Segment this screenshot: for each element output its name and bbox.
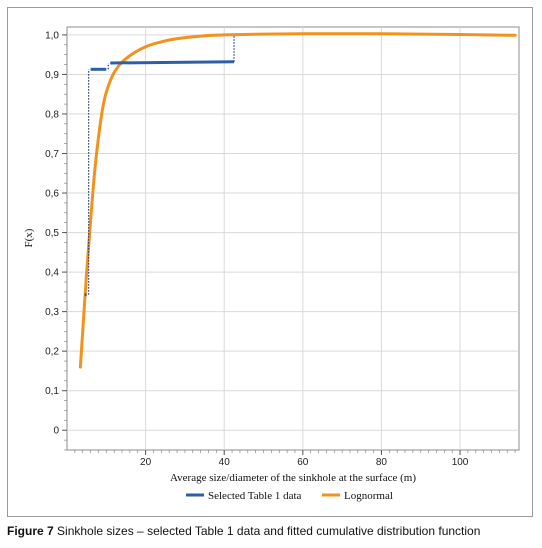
x-tick-label: 80 — [376, 457, 388, 468]
y-tick-label: 0,8 — [45, 109, 59, 120]
y-tick-label: 0,6 — [45, 189, 59, 200]
x-axis-ticks: 20 40 60 80 100 — [140, 450, 469, 468]
y-tick-label: 0,5 — [45, 228, 59, 239]
cdf-chart: 0 0,1 0,2 0,3 0,4 0,5 0,6 0,7 0,8 0,9 1,0 20 40 60 80… — [23, 26, 520, 502]
x-tick-label: 100 — [452, 457, 469, 468]
y-tick-label: 0,4 — [45, 268, 59, 279]
y-tick-label: 0 — [53, 426, 59, 437]
x-axis-label: Average size/diameter of the sinkhole at… — [170, 472, 416, 484]
y-tick-label: 0,3 — [45, 307, 59, 318]
x-tick-label: 40 — [219, 457, 231, 468]
figure-caption-label: Figure 7 — [7, 524, 54, 538]
figure-caption-text: Sinkhole sizes – selected Table 1 data a… — [53, 524, 481, 538]
x-tick-label: 60 — [297, 457, 309, 468]
series-layer — [78, 32, 517, 369]
y-tick-label: 0,7 — [45, 149, 59, 160]
grid-lines — [67, 27, 519, 450]
figure-frame — [7, 7, 533, 517]
legend: Selected Table 1 data Lognormal — [186, 490, 393, 502]
x-tick-label: 20 — [140, 457, 152, 468]
series-step-table-data — [110, 60, 235, 65]
y-axis-ticks: 0 0,1 0,2 0,3 0,4 0,5 0,6 0,7 0,8 0,9 1,0 — [45, 30, 67, 437]
plot-area — [66, 26, 520, 451]
y-tick-label: 0,1 — [45, 386, 59, 397]
y-tick-label: 0,2 — [45, 347, 59, 358]
figure-caption: Figure 7 Sinkhole sizes – selected Table… — [7, 524, 537, 538]
y-tick-label: 0,9 — [45, 70, 59, 81]
y-axis-label: F(x) — [23, 228, 35, 247]
series-line-lognormal — [78, 32, 517, 369]
legend-label-lognormal: Lognormal — [344, 490, 393, 502]
legend-label-table-data: Selected Table 1 data — [208, 490, 302, 502]
y-tick-label: 1,0 — [45, 30, 59, 41]
